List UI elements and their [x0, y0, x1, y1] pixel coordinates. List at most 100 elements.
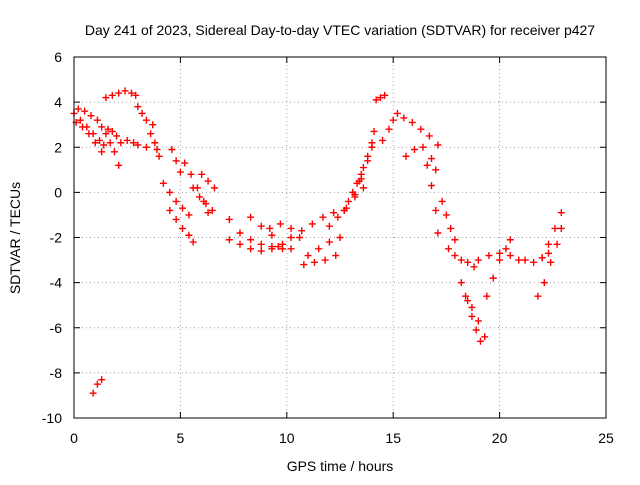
data-point: [204, 209, 212, 217]
series-arc-17: [198, 170, 218, 192]
y-tick-label: -2: [50, 230, 63, 246]
data-point: [185, 231, 193, 239]
data-point: [557, 209, 565, 217]
data-point: [534, 292, 542, 300]
data-point: [108, 127, 116, 135]
series-arc-05: [102, 130, 123, 169]
data-point: [117, 139, 125, 147]
data-point: [315, 245, 323, 253]
series-arc-37: [462, 292, 489, 341]
data-point: [153, 146, 161, 154]
data-point: [470, 263, 478, 271]
data-point: [89, 389, 97, 397]
series-arc-35: [445, 245, 478, 271]
data-point: [189, 238, 197, 246]
data-point: [168, 146, 176, 154]
data-point: [540, 279, 548, 287]
series-arc-08: [104, 125, 121, 140]
data-point: [359, 164, 367, 172]
data-point: [432, 206, 440, 214]
series-arc-32: [402, 143, 440, 174]
data-point: [345, 197, 353, 205]
data-point: [81, 107, 89, 115]
data-point: [159, 179, 167, 187]
data-point: [187, 170, 195, 178]
data-point: [132, 91, 140, 99]
data-point: [74, 105, 82, 113]
data-point: [257, 222, 265, 230]
data-point: [502, 245, 510, 253]
series-arc-41: [534, 224, 565, 300]
data-point: [155, 152, 163, 160]
data-point: [247, 213, 255, 221]
data-point: [113, 132, 121, 140]
data-point: [102, 130, 110, 138]
data-point: [236, 240, 244, 248]
data-point: [332, 252, 340, 260]
data-point: [370, 127, 378, 135]
data-point: [432, 166, 440, 174]
x-axis-label: GPS time / hours: [287, 458, 394, 474]
series-arc-02: [72, 118, 106, 156]
y-tick-label: -10: [42, 410, 62, 426]
data-point: [336, 234, 344, 241]
data-point: [208, 206, 216, 214]
series-arc-36: [457, 279, 484, 345]
series-arc-34: [438, 197, 459, 244]
data-point: [468, 312, 476, 320]
data-point: [266, 224, 274, 232]
x-tick-label: 0: [70, 430, 78, 446]
data-point: [130, 139, 138, 147]
data-point: [98, 376, 106, 384]
data-point: [172, 215, 180, 223]
series-arc-09: [134, 103, 150, 124]
data-point: [104, 125, 112, 133]
data-point: [325, 222, 333, 230]
data-point: [445, 245, 453, 253]
series-arc-40: [521, 249, 553, 266]
data-point: [287, 234, 295, 241]
data-point: [515, 256, 523, 264]
data-point: [451, 252, 459, 260]
data-point: [79, 123, 87, 131]
data-point: [393, 109, 401, 117]
data-point: [202, 200, 210, 208]
data-point: [98, 148, 106, 156]
data-point: [428, 182, 436, 190]
series-arc-38: [483, 236, 514, 300]
data-point: [185, 211, 193, 219]
data-point: [368, 143, 376, 151]
series-arc-13: [168, 146, 184, 176]
data-point: [376, 94, 384, 102]
x-tick-label: 10: [279, 430, 295, 446]
data-point: [296, 234, 304, 241]
series-arc-31: [400, 114, 442, 149]
data-point: [434, 141, 442, 149]
series-arc-29: [372, 91, 389, 104]
data-point: [381, 91, 389, 99]
data-point: [538, 254, 546, 262]
data-point: [506, 252, 514, 260]
data-point: [472, 326, 480, 334]
data-point: [423, 161, 431, 169]
data-point: [372, 96, 380, 104]
x-tick-label: 25: [598, 430, 614, 446]
data-point: [557, 224, 565, 232]
x-tick-label: 15: [385, 430, 401, 446]
series-arc-19: [225, 236, 282, 255]
data-point: [402, 152, 410, 160]
series-arc-24: [300, 252, 340, 269]
data-point: [268, 245, 276, 253]
series-arc-11: [151, 139, 163, 160]
data-point: [410, 146, 418, 154]
y-tick-label: -8: [50, 365, 63, 381]
data-point: [496, 249, 504, 257]
series-arc-21: [266, 220, 304, 241]
data-point: [115, 89, 123, 97]
series-arc-42: [538, 209, 565, 262]
series-arc-39: [474, 249, 523, 264]
series-arc-16: [189, 184, 216, 214]
data-point: [181, 159, 189, 167]
data-point: [134, 141, 142, 149]
